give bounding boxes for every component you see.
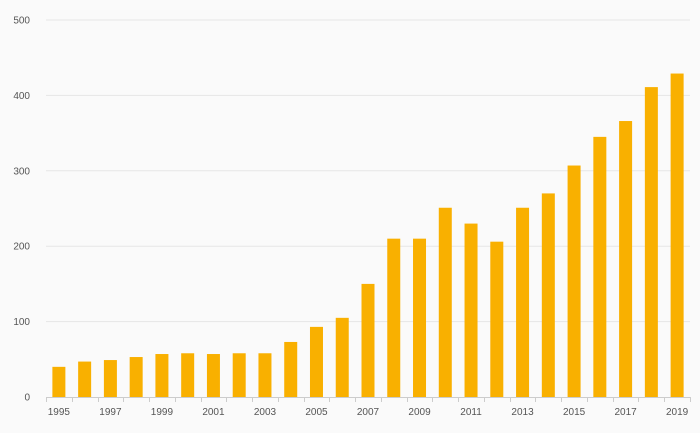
- y-tick-label: 0: [24, 393, 30, 404]
- x-tick-label: 2009: [408, 407, 431, 418]
- grid-lines: [46, 19, 690, 323]
- bar-2001: [206, 354, 220, 397]
- x-tick-label: 1999: [151, 407, 174, 418]
- bar-2013: [516, 207, 530, 397]
- bar-2018: [644, 87, 658, 397]
- bars: [52, 73, 684, 397]
- x-tick-label: 1997: [99, 407, 122, 418]
- bar-1996: [78, 361, 92, 397]
- bar-2015: [567, 165, 581, 397]
- x-tick-label: 2019: [666, 407, 689, 418]
- bar-2009: [413, 238, 427, 397]
- y-axis-tick-labels: 0 100 200 300 400 500: [13, 16, 30, 404]
- y-tick-label: 300: [13, 166, 30, 177]
- bar-2004: [284, 341, 298, 397]
- x-tick-label: 2005: [305, 407, 328, 418]
- y-tick-label: 500: [13, 16, 30, 27]
- y-tick-label: 200: [13, 242, 30, 253]
- bar-2007: [361, 283, 375, 397]
- bar-1997: [103, 360, 117, 397]
- bar-1995: [52, 366, 66, 397]
- bar-2019: [670, 73, 684, 397]
- bar-1998: [129, 357, 143, 397]
- bar-2016: [593, 136, 607, 397]
- bar-2002: [232, 353, 246, 397]
- x-tick-label: 1995: [48, 407, 71, 418]
- bar-2008: [387, 238, 401, 397]
- bar-2000: [181, 353, 195, 397]
- x-axis: 1995 1997 1999 2001 2003 2005 2007 2009 2011 2013…: [46, 397, 691, 418]
- x-tick-label: 2013: [511, 407, 534, 418]
- bar-2003: [258, 353, 272, 397]
- x-tick-label: 2011: [460, 407, 482, 418]
- x-tick-label: 2007: [357, 407, 380, 418]
- x-tick-label: 2015: [563, 407, 586, 418]
- x-tick-label: 2017: [614, 407, 637, 418]
- bar-2010: [438, 207, 452, 397]
- bar-2017: [619, 121, 633, 397]
- y-tick-label: 100: [13, 317, 30, 328]
- bar-2005: [309, 326, 323, 397]
- bar-1999: [155, 354, 169, 397]
- x-tick-label: 2003: [254, 407, 277, 418]
- bar-2006: [335, 317, 349, 397]
- x-tick-label: 2001: [202, 407, 225, 418]
- bar-2014: [541, 193, 555, 397]
- y-tick-label: 400: [13, 91, 30, 102]
- bar-2011: [464, 223, 478, 397]
- bar-2012: [490, 241, 504, 397]
